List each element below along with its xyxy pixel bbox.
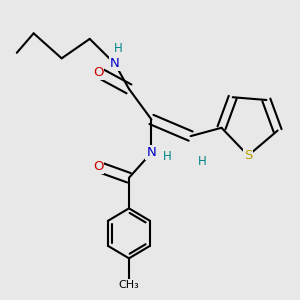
- Text: H: H: [197, 154, 206, 168]
- Text: S: S: [244, 149, 252, 162]
- Text: N: N: [110, 57, 120, 70]
- Text: H: H: [163, 150, 171, 164]
- Text: CH₃: CH₃: [118, 280, 139, 290]
- Text: N: N: [146, 146, 156, 159]
- Text: O: O: [93, 66, 104, 79]
- Text: O: O: [93, 160, 104, 173]
- Text: H: H: [113, 42, 122, 55]
